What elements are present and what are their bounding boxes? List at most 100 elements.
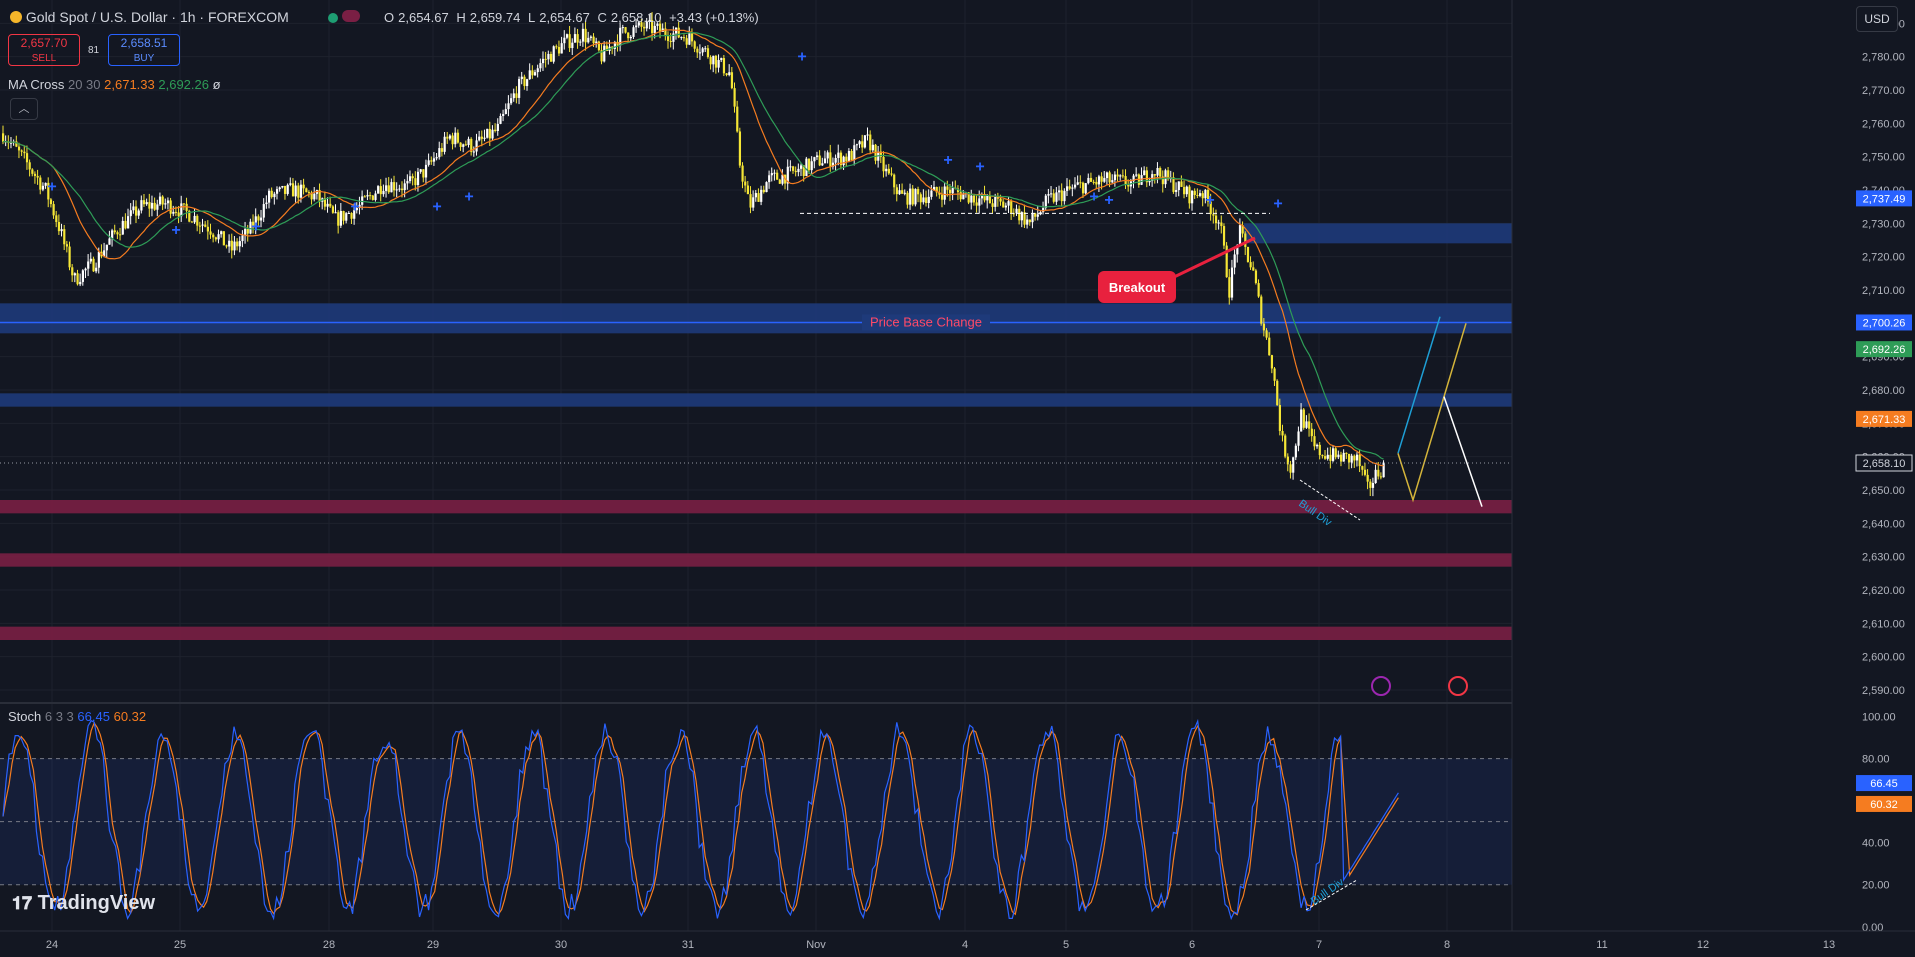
candle-body: [1268, 337, 1271, 356]
candle-body: [209, 231, 212, 235]
candle-body: [768, 175, 771, 183]
candle-body: [1097, 176, 1101, 185]
price-axis-label: 2,700.26: [1863, 317, 1906, 329]
collapse-chevron-icon[interactable]: ︿: [10, 98, 38, 120]
candle-body: [834, 157, 837, 163]
candle-body: [762, 189, 765, 193]
ma-cross-marker: +: [1273, 195, 1282, 212]
candle-body: [190, 221, 194, 223]
candle-body: [390, 182, 393, 193]
candle-body: [1156, 168, 1159, 176]
candle-body: [991, 203, 994, 207]
candle-body: [589, 36, 593, 38]
candle-body: [424, 164, 428, 178]
symbol-header[interactable]: Gold Spot / U.S. Dollar · 1h · FOREXCOM: [10, 9, 289, 25]
candle-body: [129, 210, 132, 217]
candle-body: [174, 211, 178, 213]
candle-body: [1339, 454, 1343, 462]
us-flag-event-icon: [1448, 676, 1468, 696]
open-value: 2,654.67: [398, 10, 449, 25]
candle-body: [645, 21, 648, 29]
candle-body: [1244, 233, 1247, 247]
candle-body: [342, 210, 345, 221]
candle-body: [911, 188, 914, 205]
candle-body: [887, 168, 890, 174]
candle-body: [467, 138, 470, 146]
candle-body: [1270, 355, 1274, 369]
candle-body: [853, 145, 856, 160]
candle-body: [1361, 466, 1364, 470]
candle-body: [97, 251, 100, 268]
stoch-tick-label: 40.00: [1862, 838, 1890, 850]
price-base-change-label: Price Base Change: [870, 314, 982, 329]
candle-body: [861, 141, 864, 148]
ma-cross-marker: +: [432, 199, 441, 216]
candle-body: [281, 185, 284, 188]
candle-body: [20, 150, 23, 152]
candle-body: [17, 146, 21, 151]
candle-body: [1228, 277, 1231, 298]
candle-body: [297, 185, 300, 198]
ma-cross-legend[interactable]: MA Cross 20 30 2,671.33 2,692.26 ø: [8, 77, 221, 92]
price-tick-label: 2,780.00: [1862, 52, 1905, 64]
replay-icon[interactable]: [341, 10, 360, 22]
candle-body: [637, 22, 640, 26]
candle-body: [1318, 444, 1321, 456]
candle-body: [1058, 190, 1061, 193]
candle-body: [180, 203, 183, 217]
stoch-tick-label: 100.00: [1862, 712, 1896, 724]
stoch-legend[interactable]: Stoch 6 3 3 66.45 60.32: [8, 709, 146, 724]
candle-body: [903, 192, 906, 194]
candle-body: [1167, 170, 1170, 180]
candle-body: [917, 189, 920, 195]
stoch-tick-label: 80.00: [1862, 754, 1890, 766]
candle-body: [257, 216, 260, 221]
candle-body: [672, 33, 675, 42]
candle-body: [776, 172, 779, 180]
candle-body: [55, 215, 58, 223]
candle-body: [1193, 190, 1196, 195]
candle-body: [518, 79, 521, 98]
candle-body: [1265, 330, 1268, 338]
candle-body: [805, 158, 808, 176]
time-tick-label: 8: [1444, 939, 1450, 951]
candle-body: [164, 203, 167, 205]
candle-body: [382, 190, 385, 195]
sell-button[interactable]: 2,657.70 SELL: [8, 34, 80, 66]
candle-body: [621, 27, 624, 29]
candle-body: [714, 55, 718, 68]
time-tick-label: 11: [1596, 939, 1607, 951]
candle-body: [1055, 192, 1058, 202]
candle-body: [302, 184, 305, 189]
candle-body: [366, 195, 369, 197]
candle-body: [1177, 181, 1180, 191]
candle-body: [68, 246, 71, 268]
stoch-axis-label-bg: [1856, 775, 1912, 792]
candle-body: [103, 250, 106, 257]
candle-body: [1185, 186, 1188, 195]
candle-body: [919, 194, 922, 203]
candle-body: [33, 173, 37, 176]
candle-body: [451, 135, 454, 145]
candle-body: [116, 232, 119, 235]
candle-body: [379, 186, 382, 195]
candle-body: [1310, 428, 1313, 437]
price-tick-label: 2,650.00: [1862, 485, 1905, 497]
candle-body: [494, 129, 497, 131]
ma-cross-marker: +: [251, 219, 260, 236]
candle-body: [1031, 213, 1034, 223]
candle-body: [752, 197, 755, 208]
candle-body: [879, 151, 882, 157]
currency-button[interactable]: USD: [1856, 6, 1898, 32]
candle-body: [592, 36, 595, 44]
candle-body: [1060, 190, 1063, 202]
buy-button[interactable]: 2,658.51 BUY: [108, 34, 180, 66]
candle-body: [1028, 219, 1031, 223]
candle-body: [89, 258, 92, 262]
candle-body: [1355, 454, 1359, 461]
candle-body: [246, 228, 249, 234]
price-tick-label: 2,590.00: [1862, 685, 1905, 697]
candle-body: [387, 185, 390, 193]
candle-body: [222, 231, 225, 246]
